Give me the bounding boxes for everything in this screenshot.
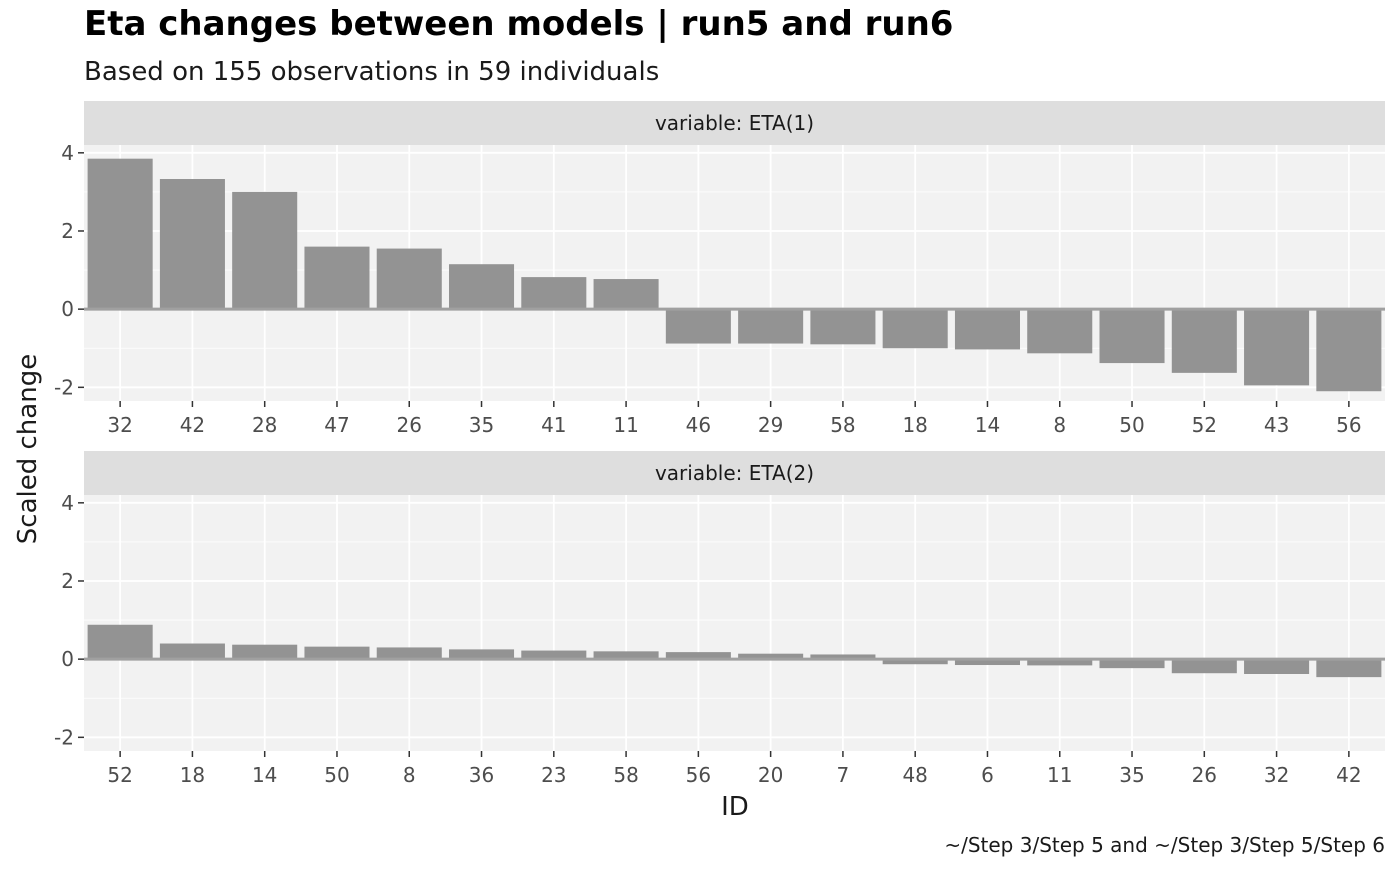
x-axis-label: ID <box>721 792 749 822</box>
chart-caption: ~/Step 3/Step 5 and ~/Step 3/Step 5/Step… <box>944 833 1385 857</box>
x-tick-label: 56 <box>1336 413 1361 437</box>
bar <box>1244 309 1310 386</box>
y-tick-label: 0 <box>61 647 74 671</box>
x-tick-label: 56 <box>686 763 711 787</box>
bar <box>1099 659 1165 669</box>
bar <box>593 651 659 660</box>
x-tick-label: 58 <box>613 763 638 787</box>
y-tick-label: -2 <box>54 375 74 399</box>
bar <box>1171 659 1237 674</box>
bar <box>882 309 948 349</box>
bar <box>232 644 298 660</box>
chart-title: Eta changes between models | run5 and ru… <box>84 4 953 44</box>
x-tick-label: 26 <box>1192 763 1217 787</box>
x-tick-label: 32 <box>1264 763 1289 787</box>
facet-strip-label: variable: ETA(2) <box>655 461 814 485</box>
x-tick-label: 43 <box>1264 413 1289 437</box>
bar <box>87 158 153 310</box>
x-tick-label: 23 <box>541 763 566 787</box>
x-tick-label: 11 <box>613 413 638 437</box>
x-tick-label: 29 <box>758 413 783 437</box>
x-tick-label: 48 <box>902 763 927 787</box>
x-tick-label: 35 <box>1119 763 1144 787</box>
x-tick-label: 58 <box>830 413 855 437</box>
facet-strip <box>84 451 1385 495</box>
bar <box>810 654 876 660</box>
x-tick-label: 32 <box>107 413 132 437</box>
x-tick-label: 46 <box>686 413 711 437</box>
bar <box>738 653 804 660</box>
bar <box>882 659 948 665</box>
x-tick-label: 18 <box>902 413 927 437</box>
plot-panel-background <box>84 495 1385 751</box>
bar <box>1171 309 1237 373</box>
x-tick-label: 7 <box>837 763 850 787</box>
x-tick-label: 52 <box>1192 413 1217 437</box>
bar <box>810 309 876 345</box>
x-tick-label: 52 <box>107 763 132 787</box>
bar <box>232 191 298 310</box>
x-tick-label: 14 <box>975 413 1000 437</box>
x-tick-label: 42 <box>180 413 205 437</box>
x-tick-label: 41 <box>541 413 566 437</box>
bar <box>304 246 370 310</box>
bar <box>738 309 804 344</box>
bar <box>1316 309 1382 392</box>
y-tick-label: 2 <box>61 569 74 593</box>
x-tick-label: 36 <box>469 763 494 787</box>
bar <box>1316 659 1382 678</box>
bar <box>376 647 442 660</box>
plot-panel-background <box>84 145 1385 401</box>
x-tick-label: 14 <box>252 763 277 787</box>
y-tick-label: 0 <box>61 297 74 321</box>
x-tick-label: 50 <box>324 763 349 787</box>
chart-subtitle: Based on 155 observations in 59 individu… <box>84 57 659 87</box>
bar <box>1099 309 1165 364</box>
bar <box>665 652 731 660</box>
y-tick-label: 4 <box>61 491 74 515</box>
bar <box>159 179 225 310</box>
y-axis-label: Scaled change <box>13 354 43 544</box>
x-tick-label: 18 <box>180 763 205 787</box>
x-tick-label: 20 <box>758 763 783 787</box>
x-tick-label: 8 <box>1053 413 1066 437</box>
y-tick-label: 4 <box>61 141 74 165</box>
x-tick-label: 35 <box>469 413 494 437</box>
bar <box>521 650 587 660</box>
bar <box>304 646 370 660</box>
bar <box>521 277 587 310</box>
bar <box>1027 309 1093 354</box>
facet-strip <box>84 101 1385 145</box>
facet-panel-1: variable: ETA(1) -2 0 2 4 32 42 28 47 26 35 41 11 46 2… <box>54 101 1385 437</box>
facet-panel-2: variable: ETA(2) -2 0 2 4 52 18 14 50 8 36 23 58 56 20… <box>54 451 1385 787</box>
x-tick-label: 6 <box>981 763 994 787</box>
x-tick-label: 8 <box>403 763 416 787</box>
x-tick-label: 28 <box>252 413 277 437</box>
bar <box>954 659 1020 666</box>
facet-strip-label: variable: ETA(1) <box>655 111 814 135</box>
bar <box>159 643 225 660</box>
bar <box>87 624 153 660</box>
bar <box>449 264 515 310</box>
bar <box>1027 659 1093 666</box>
bar <box>449 649 515 660</box>
bar <box>376 248 442 310</box>
x-tick-label: 42 <box>1336 763 1361 787</box>
x-tick-label: 11 <box>1047 763 1072 787</box>
bar <box>593 279 659 310</box>
x-tick-label: 26 <box>397 413 422 437</box>
y-tick-label: -2 <box>54 725 74 749</box>
x-tick-label: 50 <box>1119 413 1144 437</box>
bar <box>665 309 731 344</box>
y-tick-label: 2 <box>61 219 74 243</box>
bar <box>954 309 1020 350</box>
x-tick-label: 47 <box>324 413 349 437</box>
bar <box>1244 659 1310 675</box>
